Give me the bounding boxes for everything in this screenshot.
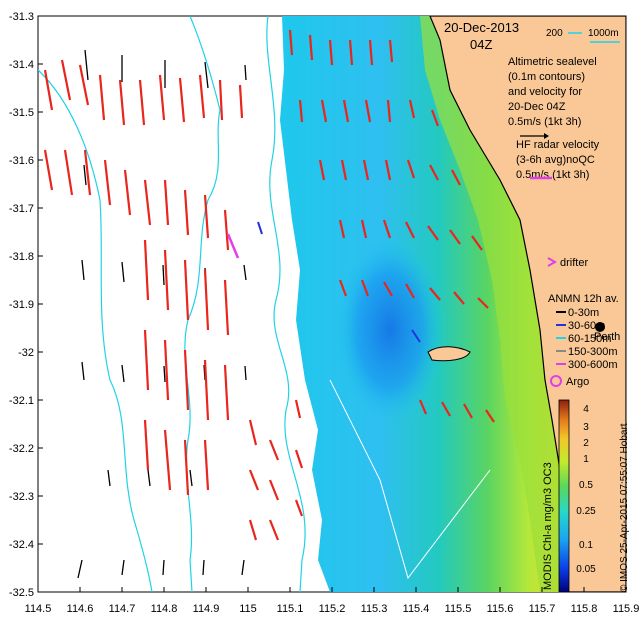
date-label: 20-Dec-2013 [444, 20, 519, 35]
anmn-label: 300-600m [568, 359, 618, 371]
svg-text:HF radar velocity: HF radar velocity [516, 139, 600, 151]
svg-text:0.5m/s (1kt 3h): 0.5m/s (1kt 3h) [516, 169, 589, 181]
svg-text:Argo: Argo [566, 376, 589, 388]
svg-text:200: 200 [546, 28, 563, 39]
colorbar-tick-label: 0.1 [579, 540, 593, 551]
altimetry-legend: Altimetric sealevel (0.1m contours) and … [508, 56, 597, 139]
svg-text:drifter: drifter [560, 257, 588, 269]
svg-text:(3-6h avg)noQC: (3-6h avg)noQC [516, 154, 595, 166]
y-tick-label: -32.1 [9, 395, 34, 407]
x-tick-label: 115.9 [613, 603, 640, 615]
contour-deep-west [38, 69, 153, 592]
y-tick-label: -32.5 [9, 587, 34, 599]
x-tick-label: 114.8 [151, 603, 178, 615]
time-label: 04Z [470, 37, 492, 52]
svg-text:ANMN 12h av.: ANMN 12h av. [548, 293, 619, 305]
perth-label: Perth [594, 331, 620, 343]
y-tick-label: -31.7 [9, 203, 34, 215]
low-chlorophyll-core [335, 235, 445, 425]
svg-text:and velocity for: and velocity for [508, 86, 582, 98]
land-mass [429, 16, 626, 592]
colorbar-tick-label: 4 [583, 404, 589, 415]
drifter-legend: drifter [547, 257, 588, 269]
y-tick-label: -31.3 [9, 11, 34, 23]
colorbar-tick-label: 3 [583, 422, 589, 433]
svg-text:20-Dec 04Z: 20-Dec 04Z [508, 101, 566, 113]
x-axis: 114.5 114.6 114.7 114.8 114.9 115 115.1 115.2 11… [25, 587, 640, 615]
drifter-track [226, 233, 240, 259]
y-tick-label: -31.9 [9, 299, 34, 311]
credit-text: © IMOS 25-Apr-2015 07:55:07 Hobart [619, 423, 630, 592]
anmn-label: 60-150m [568, 333, 611, 345]
colorbar-tick-label: 0.5 [579, 480, 593, 491]
colorbar-title: MODIS Chl-a mg/m3 OC3 [542, 462, 554, 590]
perth-marker [595, 322, 605, 332]
x-tick-label: 115.5 [445, 603, 472, 615]
colorbar-tick-label: 0.05 [576, 564, 596, 575]
y-tick-label: -32 [18, 347, 34, 359]
colorbar-tick-label: 2 [583, 438, 589, 449]
glider-track [329, 379, 491, 580]
mooring-track-blue [257, 221, 263, 235]
depth-legend: 200 1000m [546, 28, 620, 43]
x-tick-label: 114.5 [25, 603, 52, 615]
altimetry-arrows [77, 49, 247, 579]
y-tick-label: -32.3 [9, 491, 34, 503]
x-tick-label: 115.7 [529, 603, 556, 615]
svg-text:(0.1m contours): (0.1m contours) [508, 71, 585, 83]
anmn-legend: ANMN 12h av. 0-30m30-60m60-150m150-300m3… [548, 293, 619, 371]
y-tick-label: -31.5 [9, 107, 34, 119]
argo-legend: Argo [550, 375, 589, 388]
hf-radar-legend: HF radar velocity (3-6h avg)noQC 0.5m/s … [516, 139, 600, 181]
x-tick-label: 115 [239, 603, 257, 615]
svg-text:0.5m/s (1kt 3h): 0.5m/s (1kt 3h) [508, 116, 581, 128]
contour-200m [266, 16, 306, 592]
x-tick-label: 115.1 [277, 603, 304, 615]
mooring-track-blue-2 [411, 329, 421, 343]
chlorophyll-colorbar: 4 3 2 1 0.5 0.25 0.1 0.05 MODIS Chl-a mg/m3 OC3… [542, 399, 630, 593]
y-tick-label: -32.2 [9, 443, 34, 455]
x-tick-label: 115.3 [361, 603, 388, 615]
svg-text:Altimetric sealevel: Altimetric sealevel [508, 56, 597, 68]
y-tick-label: -31.4 [9, 59, 34, 71]
y-tick-label: -31.6 [9, 155, 34, 167]
rottnest-island [427, 346, 471, 362]
x-tick-label: 115.4 [403, 603, 430, 615]
svg-text:1000m: 1000m [588, 28, 619, 39]
x-tick-label: 115.8 [571, 603, 598, 615]
x-tick-label: 114.7 [109, 603, 136, 615]
x-tick-label: 115.2 [319, 603, 346, 615]
x-tick-label: 114.9 [193, 603, 220, 615]
x-tick-label: 115.6 [487, 603, 514, 615]
anmn-label: 150-300m [568, 346, 618, 358]
x-tick-label: 114.6 [67, 603, 94, 615]
y-tick-label: -31.8 [9, 251, 34, 263]
colorbar-tick-label: 0.25 [576, 506, 596, 517]
y-axis: -31.3 -31.4 -31.5 -31.6 -31.7 -31.8 -31.9 -32 -3… [9, 11, 43, 599]
coastal-high-chlorophyll [420, 16, 568, 592]
colorbar-tick-label: 1 [583, 454, 589, 465]
hf-radar-arrows [43, 29, 495, 541]
anmn-label: 0-30m [568, 307, 599, 319]
y-tick-label: -32.4 [9, 539, 34, 551]
